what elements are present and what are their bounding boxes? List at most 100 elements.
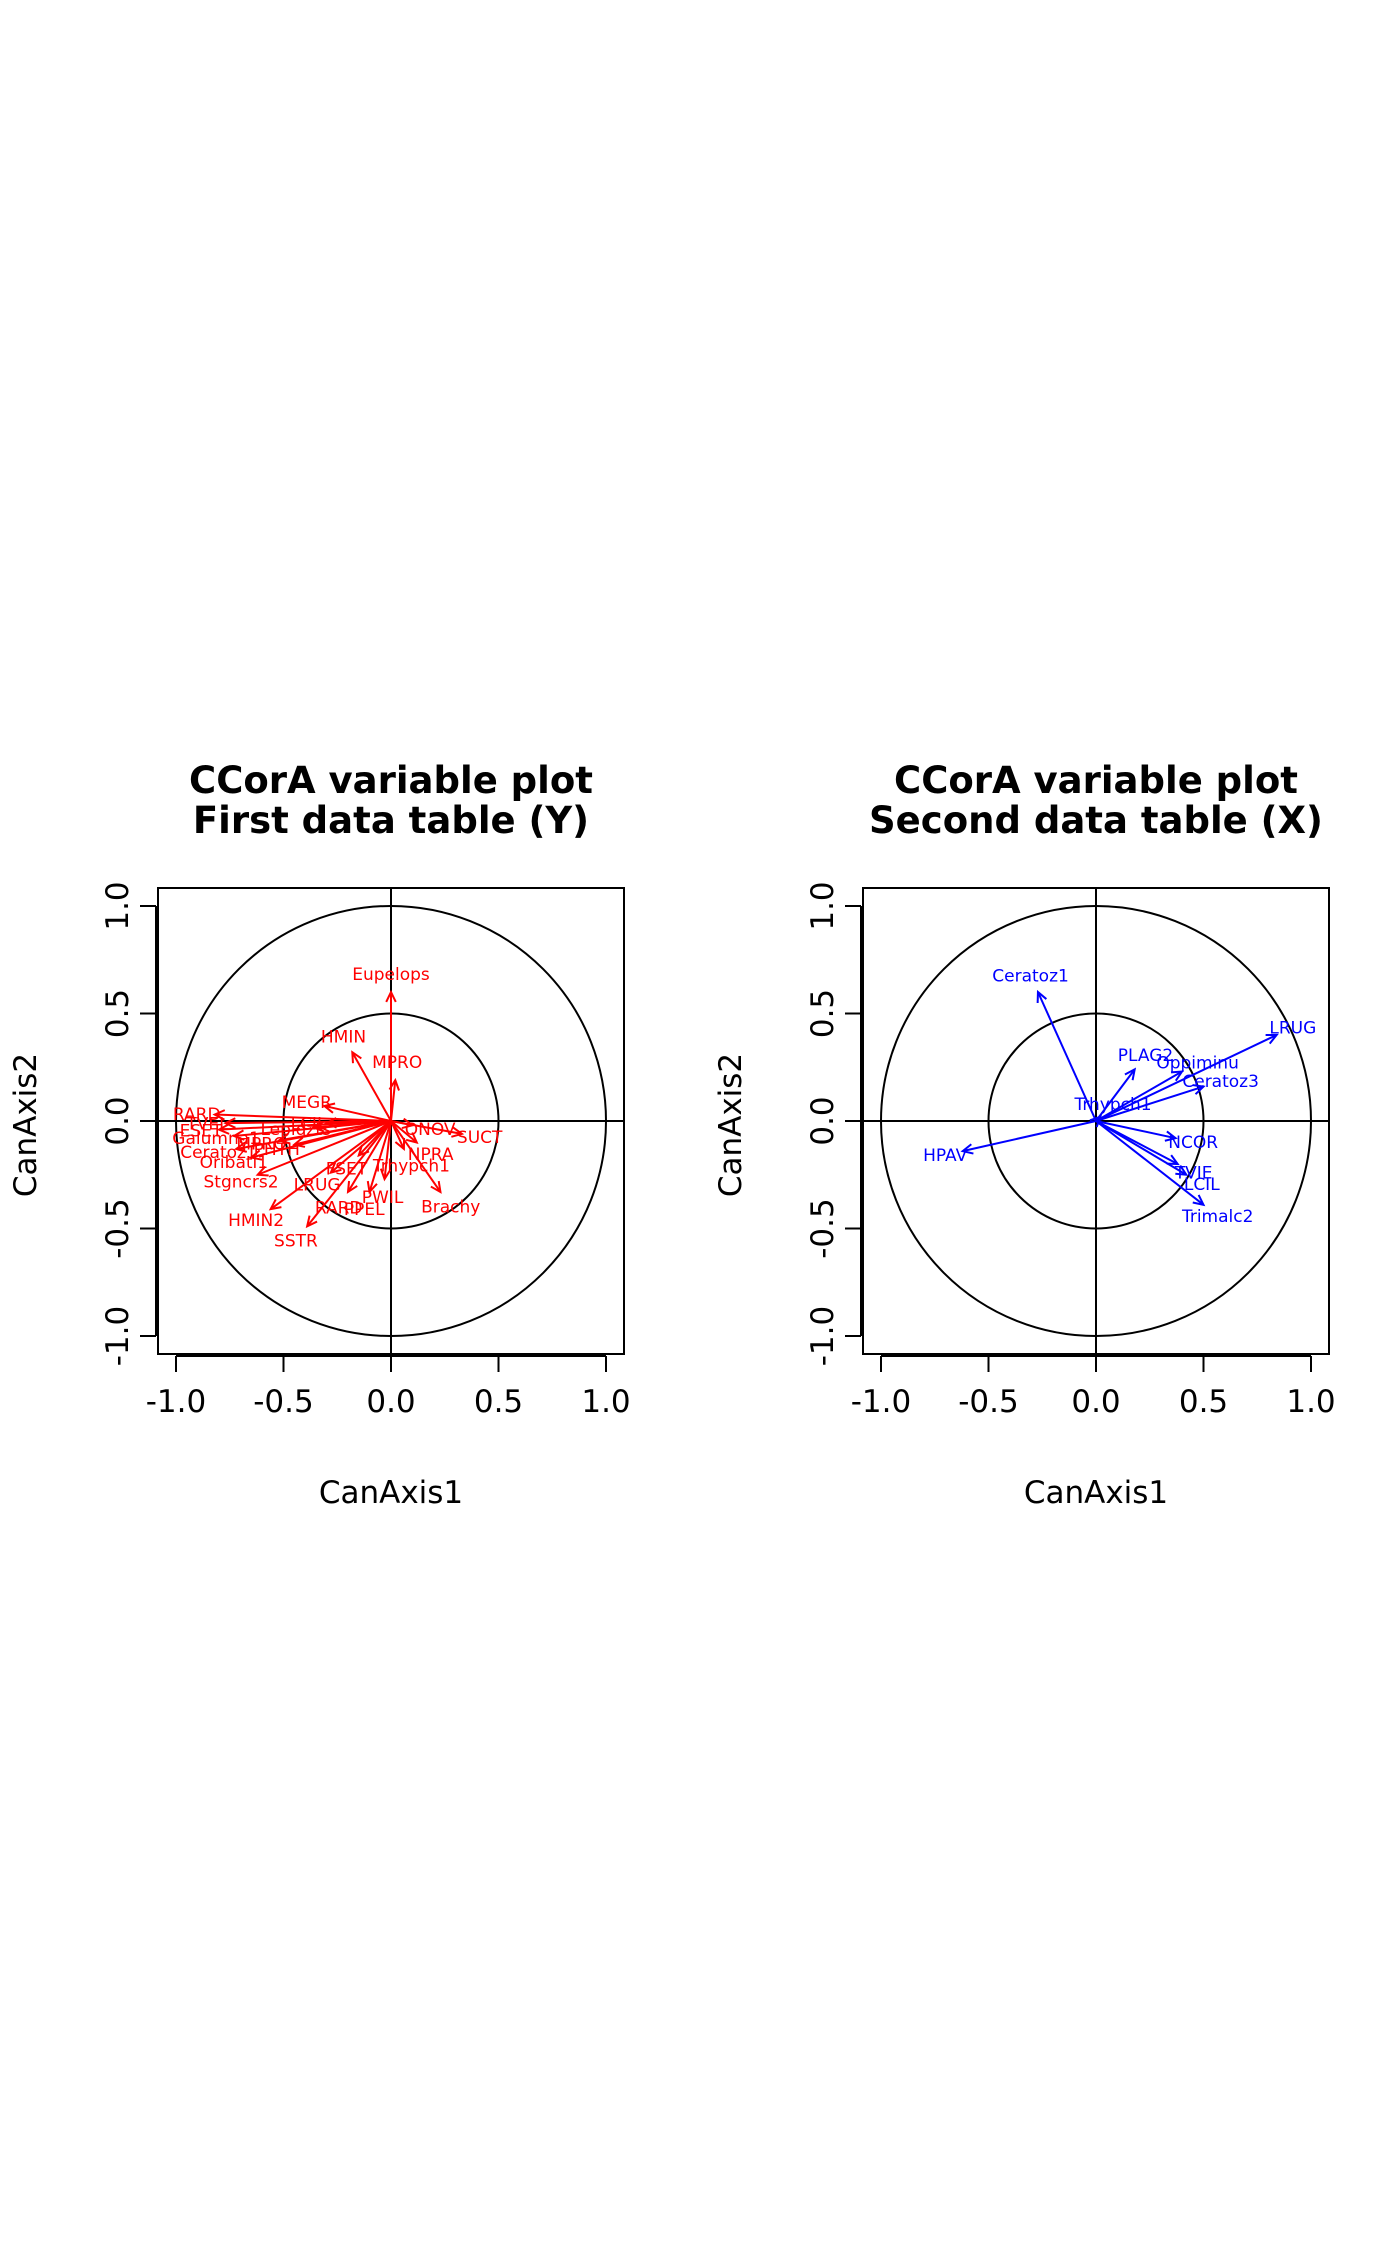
y-tick-label: 0.0 xyxy=(100,1096,136,1145)
y-axis-title: CanAxis2 xyxy=(8,1053,44,1197)
arrow-head xyxy=(366,1180,378,1195)
variable-label: Trhypch1 xyxy=(372,1156,450,1176)
panel-second-data-table: CCorA variable plot Second data table (X… xyxy=(713,759,1336,1511)
y-axis-title: CanAxis2 xyxy=(713,1053,749,1197)
arrow-head xyxy=(233,1141,248,1153)
arrow-head xyxy=(1166,1154,1180,1166)
variable-label: PWIL xyxy=(362,1188,404,1208)
variable-label: LRUG xyxy=(1269,1018,1316,1038)
variable-label: PHTH xyxy=(254,1140,300,1160)
arrow-head xyxy=(1175,1165,1189,1176)
arrow-head xyxy=(212,1109,226,1121)
variable-label: Eupelops xyxy=(352,965,430,985)
variable-label: MPRO xyxy=(236,1134,286,1154)
arrow-head xyxy=(960,1143,974,1155)
x-axis-title: CanAxis1 xyxy=(1024,1475,1168,1511)
x-tick-label: 1.0 xyxy=(581,1384,630,1420)
variable-arrow xyxy=(326,1120,392,1125)
x-tick-label: -0.5 xyxy=(958,1384,1019,1420)
arrow-head xyxy=(1192,1194,1206,1207)
variable-arrow xyxy=(390,1080,397,1122)
variable-label: HMIN2 xyxy=(228,1211,284,1231)
variable-label: FSET xyxy=(326,1160,368,1180)
arrow-head xyxy=(451,1126,465,1138)
x-tick-label: 0.0 xyxy=(1071,1384,1120,1420)
y-tick-label: -0.5 xyxy=(805,1198,841,1259)
variable-arrow xyxy=(390,1120,418,1144)
arrow-head xyxy=(357,1144,370,1158)
arrow-head xyxy=(276,1133,291,1145)
arrow-head xyxy=(311,1120,325,1133)
panel-title-line2: First data table (Y) xyxy=(193,799,589,842)
variable-arrow xyxy=(1095,1120,1187,1176)
arrow-head xyxy=(1124,1067,1137,1081)
y-tick-label: 0.5 xyxy=(100,989,136,1038)
variable-arrow xyxy=(390,1120,405,1150)
variable-arrow xyxy=(390,1120,442,1193)
arrow-head xyxy=(1192,1084,1206,1095)
variable-label: MPRO xyxy=(372,1053,422,1073)
variable-arrow xyxy=(1037,991,1097,1122)
variable-label: MEGR xyxy=(282,1093,333,1113)
variable-label: Brachy xyxy=(421,1198,480,1218)
y-tick-label: 0.5 xyxy=(805,989,841,1038)
variable-arrow xyxy=(1095,1120,1176,1140)
arrow-head xyxy=(1036,989,1048,1004)
arrow-head xyxy=(379,1168,392,1182)
variable-label: Ceratoz1 xyxy=(992,967,1069,987)
variable-label: HMIN xyxy=(321,1028,366,1048)
variable-arrow xyxy=(1095,1070,1183,1122)
y-tick-label: 1.0 xyxy=(805,881,841,930)
variable-label: NCOR xyxy=(1168,1133,1218,1153)
x-tick-label: 0.0 xyxy=(366,1384,415,1420)
variable-arrow xyxy=(962,1120,1097,1153)
variable-label: Stgncrs2 xyxy=(203,1172,278,1192)
variable-arrow xyxy=(347,1120,392,1193)
arrow-head xyxy=(1170,1070,1184,1082)
variable-label: PLAG2 xyxy=(1118,1046,1173,1066)
arrow-head xyxy=(249,1149,263,1161)
variable-label: TVIE xyxy=(1174,1163,1213,1183)
y-tick-label: 0.0 xyxy=(805,1096,841,1145)
variable-label: RARD xyxy=(315,1198,363,1218)
variable-label: ESET xyxy=(180,1121,223,1141)
arrow-head xyxy=(324,1117,337,1129)
variable-label: PPEL xyxy=(344,1200,385,1220)
variable-arrow xyxy=(294,1120,392,1146)
arrow-head xyxy=(223,1117,236,1129)
x-tick-label: 1.0 xyxy=(1286,1384,1335,1420)
arrow-head xyxy=(255,1165,269,1177)
variable-arrow xyxy=(306,1120,392,1227)
variable-label: SUCT xyxy=(457,1128,503,1148)
panel-title-line1: CCorA variable plot xyxy=(189,759,593,802)
variable-arrow xyxy=(270,1120,392,1210)
variable-arrow xyxy=(368,1120,392,1193)
plot-area: -1.0 -0.5 0.0 0.5 1.0 -1.0 -0.5 0.0 0.5 1.0 Eupelo… xyxy=(100,881,631,1420)
x-tick-label: -1.0 xyxy=(146,1384,207,1420)
variable-label: Trimalc2 xyxy=(1181,1207,1253,1227)
variable-label: ONOV xyxy=(405,1120,456,1140)
y-tick-label: -1.0 xyxy=(805,1306,841,1367)
arrow-head xyxy=(1164,1130,1178,1142)
variable-label: HPAV xyxy=(923,1146,967,1166)
variable-arrow xyxy=(351,1051,392,1122)
variable-label: SSTR xyxy=(274,1231,318,1251)
arrow-head xyxy=(394,1137,406,1152)
arrow-head xyxy=(430,1180,442,1194)
x-axis-title: CanAxis1 xyxy=(319,1475,463,1511)
arrow-head xyxy=(268,1198,282,1211)
arrow-head xyxy=(385,989,397,1003)
panel-title-line1: CCorA variable plot xyxy=(894,759,1298,802)
variable-arrow xyxy=(214,1113,392,1122)
x-tick-label: 0.5 xyxy=(1179,1384,1228,1420)
variable-arrow xyxy=(1095,1120,1205,1206)
arrow-head xyxy=(1265,1033,1279,1045)
arrow-head xyxy=(405,1132,419,1144)
x-tick-label: 0.5 xyxy=(474,1384,523,1420)
arrow-head xyxy=(292,1136,306,1148)
y-tick-label: 1.0 xyxy=(100,881,136,930)
arrow-head xyxy=(388,1077,400,1091)
variable-label: Oribatl1 xyxy=(200,1153,269,1173)
y-tick-label: -1.0 xyxy=(100,1306,136,1367)
